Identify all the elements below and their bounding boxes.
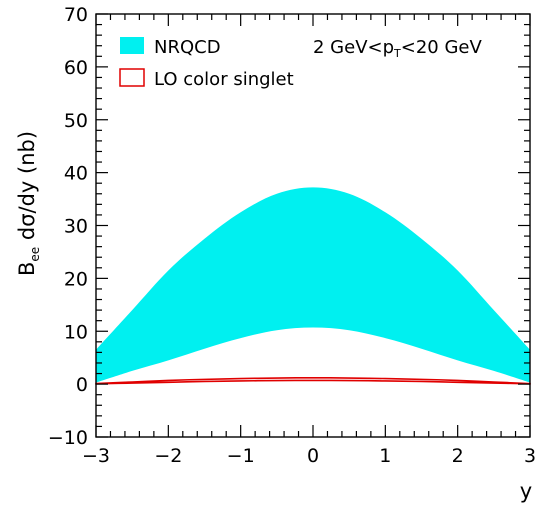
y-tick-label: 30 <box>64 216 88 238</box>
x-tick-label: 3 <box>524 445 536 467</box>
legend-swatch-nrqcd <box>120 37 144 54</box>
band-nrqcd <box>96 187 530 383</box>
pt-range-annotation: 2 GeV<pT<20 GeV <box>313 37 482 60</box>
y-axis-title-sub: ee <box>28 247 42 262</box>
y-tick-label: 20 <box>64 268 88 290</box>
y-tick-label: 0 <box>76 374 88 396</box>
axes <box>95 13 531 438</box>
x-axis-title: y <box>520 479 532 503</box>
y-tick-label: 50 <box>64 110 88 132</box>
x-tick-label: −2 <box>154 445 182 467</box>
legend-swatch-lo-color-singlet <box>119 68 145 87</box>
y-tick-label: 60 <box>64 57 88 79</box>
band-lo-color-singlet <box>95 376 531 385</box>
x-tick-label: −1 <box>227 445 255 467</box>
y-tick-label: −10 <box>48 427 88 449</box>
x-tick-label: 1 <box>379 445 391 467</box>
x-tick-label: −3 <box>82 445 110 467</box>
legend-label-nrqcd: NRQCD <box>154 37 221 58</box>
pt-range-sub: T <box>393 47 401 60</box>
y-tick-label: 70 <box>64 4 88 26</box>
x-tick-label: 0 <box>307 445 319 467</box>
pt-range-post: <20 GeV <box>401 37 483 58</box>
pt-range-pre: 2 GeV<p <box>313 37 394 58</box>
legend-label-lo-color-singlet: LO color singlet <box>154 69 294 90</box>
plot-area <box>95 187 531 385</box>
y-axis-title-main: B <box>15 262 39 276</box>
y-axis-title-rest: dσ/dy (nb) <box>15 131 39 247</box>
y-tick-label: 10 <box>64 321 88 343</box>
y-tick-label: 40 <box>64 163 88 185</box>
x-tick-label: 2 <box>452 445 464 467</box>
legend: NRQCD LO color singlet <box>119 37 294 90</box>
y-axis-title: Bee dσ/dy (nb) <box>15 131 42 276</box>
